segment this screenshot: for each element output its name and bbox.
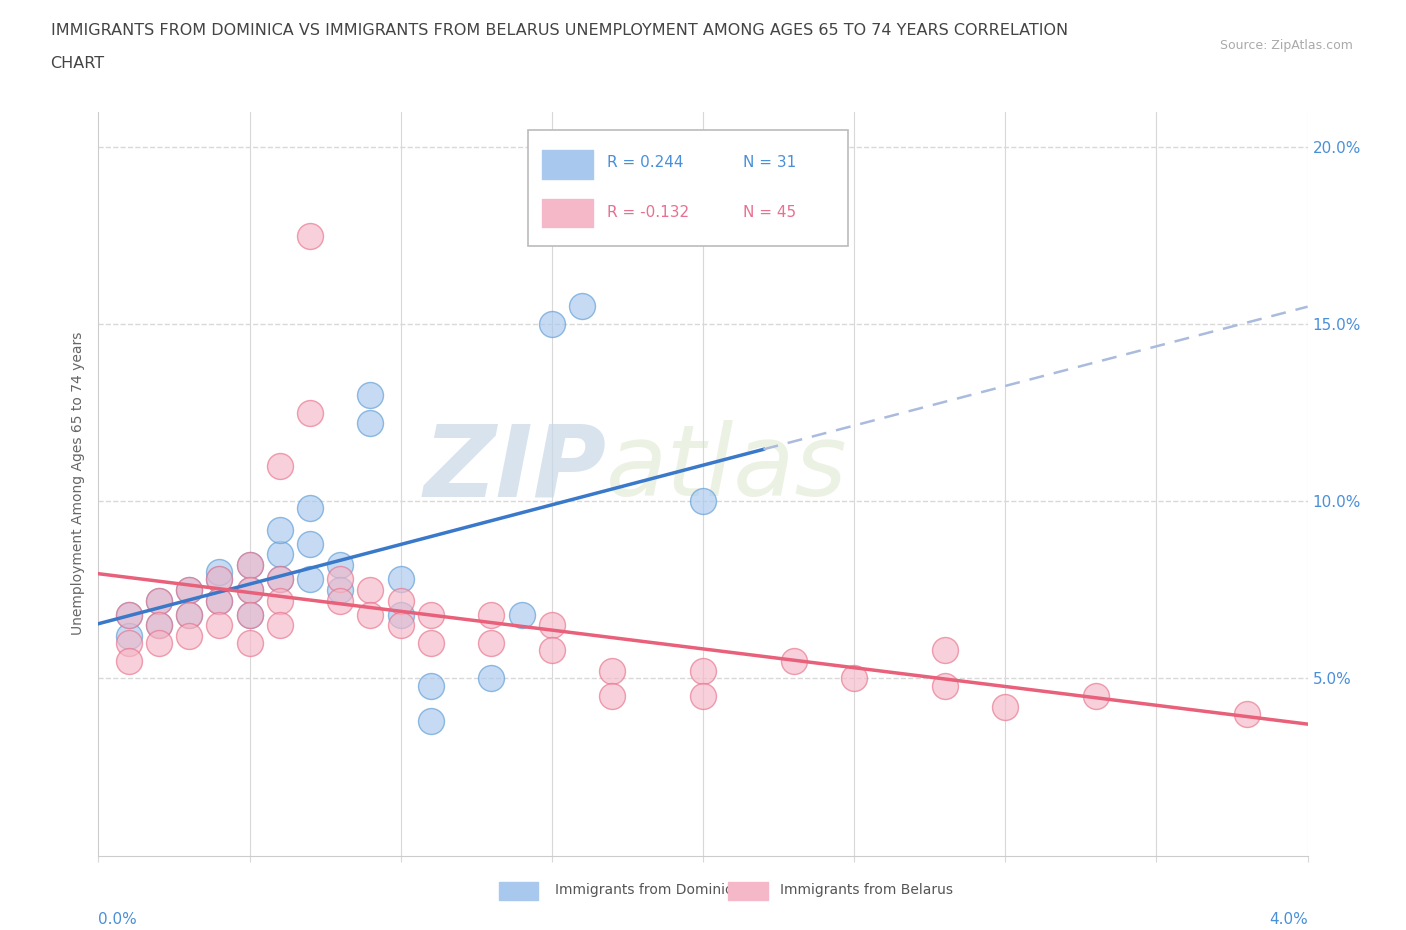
Point <box>299 228 322 243</box>
Point <box>179 607 201 622</box>
Point <box>208 565 231 579</box>
Point <box>179 582 201 597</box>
Point <box>239 558 262 573</box>
Point <box>208 618 231 632</box>
Text: 0.0%: 0.0% <box>98 912 138 927</box>
Point <box>239 635 262 650</box>
Bar <box>543 199 593 227</box>
Point <box>844 671 866 686</box>
Point <box>269 593 291 608</box>
Point <box>481 607 503 622</box>
Text: R = -0.132: R = -0.132 <box>607 205 689 219</box>
Point <box>389 618 412 632</box>
Point <box>389 593 412 608</box>
Point <box>269 523 291 538</box>
Point <box>329 558 352 573</box>
Point <box>329 582 352 597</box>
Point <box>208 593 231 608</box>
Text: 4.0%: 4.0% <box>1268 912 1308 927</box>
Point <box>148 618 170 632</box>
Text: Immigrants from Dominica: Immigrants from Dominica <box>555 883 741 897</box>
Point <box>148 618 170 632</box>
Point <box>269 618 291 632</box>
Point <box>118 629 141 644</box>
Point <box>360 607 382 622</box>
Point <box>179 582 201 597</box>
Point <box>934 678 956 693</box>
Point <box>934 643 956 658</box>
Point <box>299 537 322 551</box>
Text: IMMIGRANTS FROM DOMINICA VS IMMIGRANTS FROM BELARUS UNEMPLOYMENT AMONG AGES 65 T: IMMIGRANTS FROM DOMINICA VS IMMIGRANTS F… <box>51 23 1067 38</box>
Point <box>692 494 714 509</box>
Point <box>329 593 352 608</box>
Point <box>1085 689 1108 704</box>
Point <box>239 607 262 622</box>
Point <box>420 635 443 650</box>
Text: atlas: atlas <box>606 420 848 517</box>
Point <box>148 635 170 650</box>
Text: Immigrants from Belarus: Immigrants from Belarus <box>780 883 953 897</box>
Point <box>208 572 231 587</box>
Point <box>360 582 382 597</box>
Point <box>420 713 443 728</box>
Point <box>269 572 291 587</box>
Point <box>783 653 806 668</box>
Point <box>360 388 382 403</box>
Point <box>269 547 291 562</box>
Point <box>269 458 291 473</box>
Text: R = 0.244: R = 0.244 <box>607 155 683 170</box>
Point <box>179 607 201 622</box>
Point <box>389 607 412 622</box>
Point <box>602 664 624 679</box>
Text: Source: ZipAtlas.com: Source: ZipAtlas.com <box>1219 39 1353 52</box>
Point <box>299 501 322 516</box>
Point <box>994 699 1017 714</box>
Point <box>540 643 562 658</box>
Point <box>481 635 503 650</box>
Point <box>118 653 141 668</box>
FancyBboxPatch shape <box>527 130 848 246</box>
Point <box>692 689 714 704</box>
Point <box>692 664 714 679</box>
Point <box>239 558 262 573</box>
Point <box>208 572 231 587</box>
Point <box>208 593 231 608</box>
Point <box>239 607 262 622</box>
Point <box>329 572 352 587</box>
Point <box>420 607 443 622</box>
Text: N = 31: N = 31 <box>742 155 796 170</box>
Point <box>148 593 170 608</box>
Point <box>360 416 382 431</box>
Text: N = 45: N = 45 <box>742 205 796 219</box>
Point <box>420 678 443 693</box>
Point <box>148 593 170 608</box>
Point <box>481 671 503 686</box>
Point <box>239 582 262 597</box>
Point <box>239 582 262 597</box>
Point <box>118 607 141 622</box>
Point <box>510 607 533 622</box>
Text: CHART: CHART <box>51 56 104 71</box>
Point <box>602 689 624 704</box>
Point <box>571 299 593 314</box>
Point <box>389 572 412 587</box>
Text: ZIP: ZIP <box>423 420 606 517</box>
Point <box>1236 707 1258 722</box>
Point <box>179 629 201 644</box>
Point <box>269 572 291 587</box>
Point <box>118 607 141 622</box>
Point <box>540 618 562 632</box>
Point <box>299 572 322 587</box>
Point <box>299 405 322 420</box>
Point <box>540 317 562 332</box>
Y-axis label: Unemployment Among Ages 65 to 74 years: Unemployment Among Ages 65 to 74 years <box>72 332 86 635</box>
Point <box>118 635 141 650</box>
Bar <box>543 151 593 179</box>
